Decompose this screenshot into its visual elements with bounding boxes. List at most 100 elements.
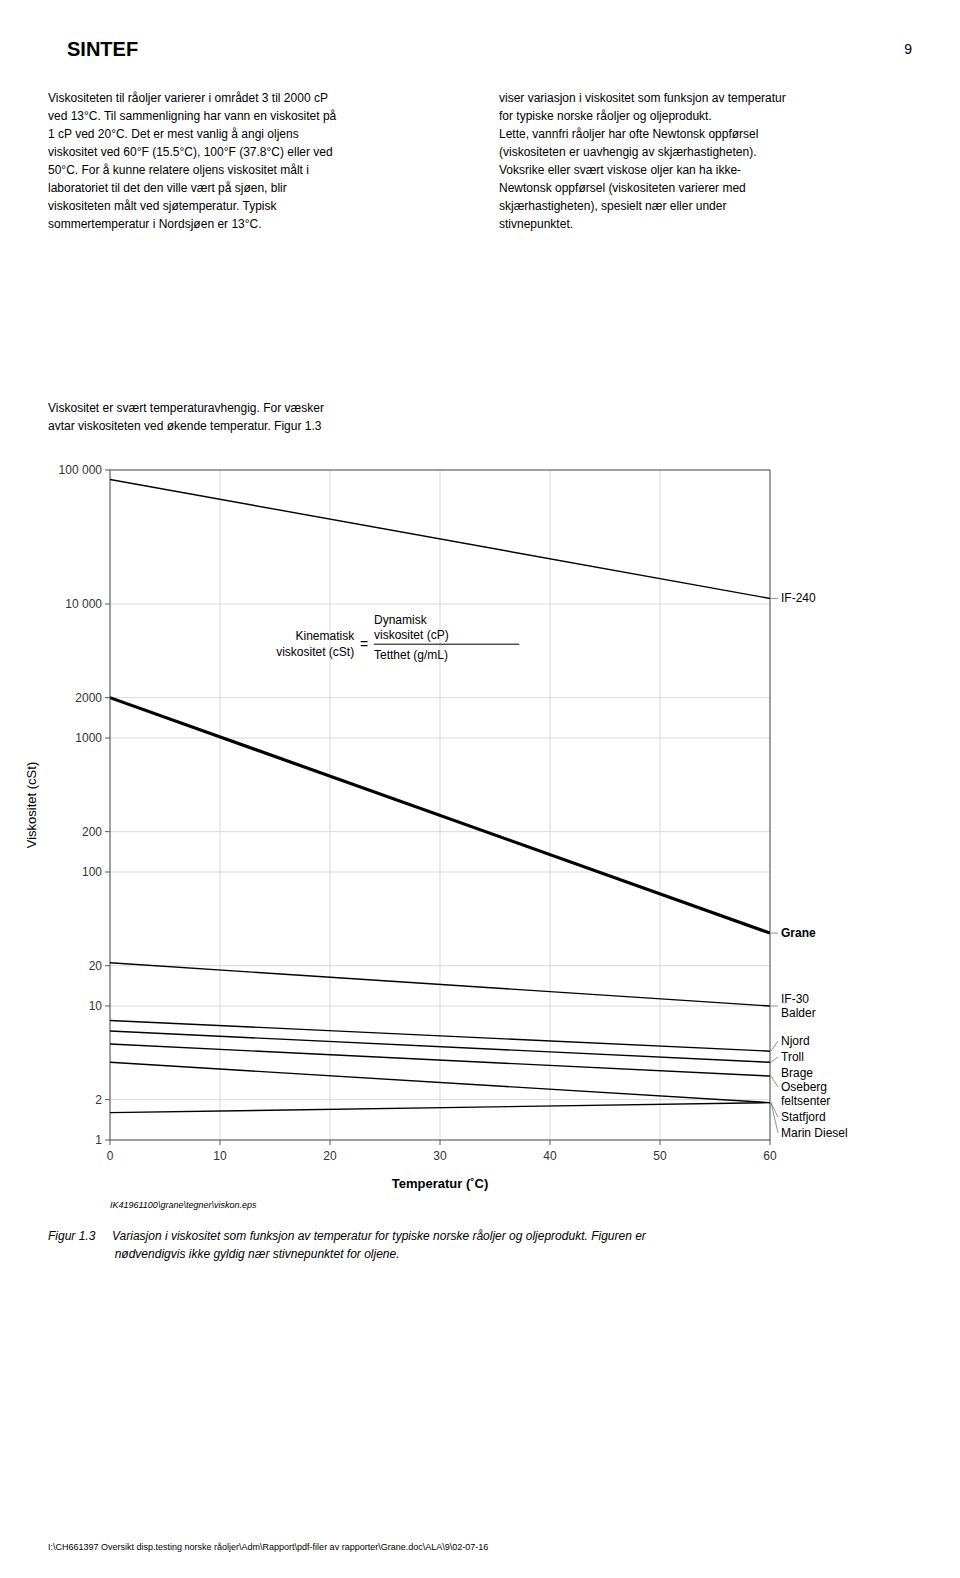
- text-intro-line: avtar viskositeten ved økende temperatur…: [48, 419, 322, 433]
- logo-line: SINTEF: [67, 38, 138, 60]
- label-leader: [771, 1006, 778, 1007]
- caption: Figur 1.3 Variasjon i viskositet som fun…: [48, 1229, 647, 1261]
- text-intro: avtar viskositeten ved økende temperatur…: [48, 419, 322, 433]
- line-labels: IF-240 Grane IF-30Balder Njord Troll BrageOse…: [771, 591, 848, 1140]
- tick-mark-x: [110, 1140, 111, 1145]
- grid-line-x: [550, 470, 551, 1140]
- text-left-line: ved 13°C. Til sammenligning har vann en …: [48, 109, 337, 123]
- label-leader: [771, 598, 778, 599]
- tick-mark-x: [330, 1140, 331, 1145]
- annotation-text: =: [360, 636, 368, 652]
- footer-line: I:\CH661397 Oversikt disp.testing norske…: [48, 1542, 488, 1552]
- tick-label-y: 1: [95, 1133, 102, 1147]
- label-leader: [771, 933, 778, 934]
- line-label: Marin Diesel: [781, 1126, 848, 1140]
- tick-label-y: 2000: [75, 691, 102, 705]
- tick-label-x: 60: [763, 1149, 777, 1163]
- line-label: IF-30Balder: [781, 992, 816, 1020]
- chart: 1210201002001000200010 000100 0000102030…: [24, 463, 848, 1191]
- line-label: Njord: [781, 1034, 810, 1048]
- y-axis-label: Viskositet (cSt): [24, 762, 39, 848]
- line-label-line: Njord: [781, 1034, 810, 1048]
- tick-label-x: 20: [323, 1149, 337, 1163]
- caption-line: Figur 1.3 Variasjon i viskositet som fun…: [48, 1229, 647, 1243]
- line-label-line: Brage: [781, 1066, 813, 1080]
- line-label-line: Grane: [781, 926, 816, 940]
- annotation-text: Tetthet (g/mL): [374, 648, 448, 662]
- fraction-bar: [374, 644, 519, 645]
- annotation: Kinematisk viskositet (cSt) = Dynamiskvisko…: [276, 613, 519, 662]
- text-right-line: for typiske norske råoljer og oljeproduk…: [499, 109, 712, 123]
- series-line: [110, 1031, 770, 1062]
- text-left-line: Viskositeten til råoljer varierer i områ…: [48, 91, 328, 105]
- line-label-line: feltsenter: [781, 1094, 830, 1108]
- annotation-text-line: Kinematisk: [296, 629, 356, 643]
- tick-label-y: 10: [89, 999, 103, 1013]
- label-leader: [771, 1103, 778, 1133]
- label-leader: [771, 1103, 778, 1117]
- tick-mark-x: [660, 1140, 661, 1145]
- line-label-line: Troll: [781, 1050, 804, 1064]
- line-label-line: Balder: [781, 1006, 816, 1020]
- tick-label-y: 100 000: [59, 463, 103, 477]
- tick-mark-y: [105, 1099, 110, 1100]
- tick-label-x: 30: [433, 1149, 447, 1163]
- text-left-line: viskositet ved 60°F (15.5°C), 100°F (37.…: [48, 145, 333, 159]
- text-right-line: skjærhastigheten), spesielt nær eller un…: [499, 199, 726, 213]
- plot-frame: [110, 470, 770, 1140]
- series: [110, 479, 770, 1112]
- line-label: Grane: [781, 926, 816, 940]
- grid: [110, 470, 770, 1140]
- grid-line-x: [330, 470, 331, 1140]
- page-number: 9: [904, 41, 912, 57]
- tick-mark-y: [105, 872, 110, 873]
- tick-label-y: 2: [95, 1093, 102, 1107]
- annotation-text-line: viskositet (cP): [374, 628, 449, 642]
- series-line: [110, 1103, 770, 1113]
- page-number-line: 9: [904, 41, 912, 57]
- footer: I:\CH661397 Oversikt disp.testing norske…: [48, 1542, 488, 1552]
- series-line: [110, 698, 770, 933]
- line-label-line: IF-240: [781, 591, 816, 605]
- series-line: [110, 963, 770, 1006]
- grid-line-x: [440, 470, 441, 1140]
- x-axis-label-line: Temperatur (˚C): [392, 1176, 489, 1191]
- tick-label-x: 50: [653, 1149, 667, 1163]
- text-left: Viskositeten til råoljer varierer i områ…: [48, 91, 337, 231]
- annotation-text-line: viskositet (cSt): [276, 645, 354, 659]
- series-line: [110, 479, 770, 598]
- text-left-line: sommertemperatur i Nordsjøen er 13°C.: [48, 217, 262, 231]
- file-label-line: IK41961100\grane\tegner\viskon.eps: [110, 1200, 257, 1210]
- line-label: Troll: [781, 1050, 804, 1064]
- tick-label-y: 1000: [75, 731, 102, 745]
- tick-mark-x: [440, 1140, 441, 1145]
- tick-label-x: 10: [213, 1149, 227, 1163]
- text-left-line: laboratoriet til det den ville vært på s…: [48, 181, 287, 195]
- text-right-line: stivnepunktet.: [499, 217, 573, 231]
- label-leader: [771, 1057, 778, 1062]
- ticks: 1210201002001000200010 000100 0000102030…: [59, 463, 777, 1163]
- x-axis-label: Temperatur (˚C): [392, 1176, 489, 1191]
- tick-mark-x: [550, 1140, 551, 1145]
- tick-mark-y: [105, 1006, 110, 1007]
- text-intro: Viskositet er svært temperaturavhengig. …: [48, 401, 324, 415]
- text-left-line: 1 cP ved 20°C. Det er mest vanlig å angi…: [48, 127, 299, 141]
- tick-mark-x: [220, 1140, 221, 1145]
- text-left-line: viskositeten målt ved sjøtemperatur. Typ…: [48, 199, 278, 213]
- y-axis-label-line: Viskositet (cSt): [24, 762, 39, 848]
- label-leader: [771, 1076, 778, 1087]
- grid-line-x: [660, 470, 661, 1140]
- text-right-line: Voksrike eller svært viskose oljer kan h…: [499, 163, 741, 177]
- tick-mark-y: [105, 831, 110, 832]
- annotation-text-line: Dynamisk: [374, 613, 428, 627]
- annotation-text: Dynamiskviskositet (cP): [374, 613, 449, 642]
- annotation-text: Kinematisk viskositet (cSt): [276, 629, 355, 659]
- line-label: Statfjord: [781, 1110, 826, 1124]
- line-label-line: Marin Diesel: [781, 1126, 848, 1140]
- text-right-line: (viskositeten er uavhengig av skjærhasti…: [499, 145, 756, 159]
- tick-label-y: 200: [82, 825, 102, 839]
- line-label: BrageOsebergfeltsenter: [781, 1066, 830, 1108]
- tick-label-y: 10 000: [65, 597, 102, 611]
- tick-label-x: 0: [107, 1149, 114, 1163]
- text-right-line: Newtonsk oppførsel (viskositeten variere…: [499, 181, 746, 195]
